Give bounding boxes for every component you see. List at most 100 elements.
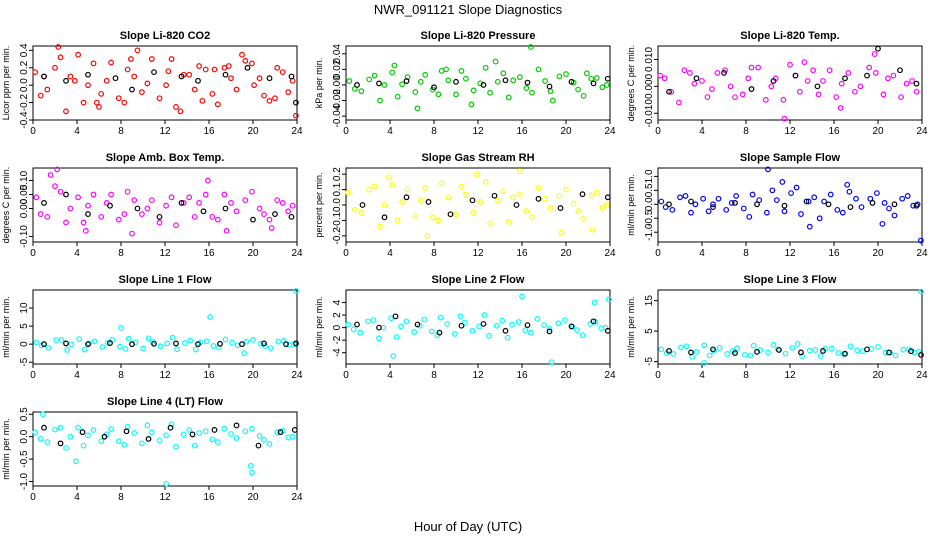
data-point (357, 329, 364, 336)
x-tick-label: 4 (699, 248, 705, 259)
reference-point (666, 201, 672, 208)
reference-point (480, 82, 487, 88)
reference-point (754, 201, 760, 208)
data-point (33, 194, 40, 201)
data-point (285, 89, 292, 96)
reference-point (222, 205, 229, 212)
reference-point (41, 424, 47, 431)
data-point (125, 335, 132, 342)
data-point (371, 72, 378, 79)
data-point (351, 206, 358, 213)
reference-point (288, 73, 295, 80)
data-point (657, 72, 664, 79)
x-tick-label: 8 (118, 492, 124, 503)
reference-point (151, 69, 157, 76)
data-point (852, 88, 858, 95)
data-point (523, 208, 530, 215)
data-point (519, 293, 525, 300)
plot-frame (657, 289, 923, 365)
data-point (204, 177, 211, 184)
x-tick-label: 24 (291, 492, 303, 503)
data-point (739, 91, 746, 98)
data-point (910, 202, 917, 209)
reference-point (381, 214, 388, 221)
chart-panel-1: Slope Li-820 Pressure 0 4 8 12 16 20 24 -0.04-0.… (314, 30, 616, 137)
y-tick-label: -0.1 (332, 211, 343, 229)
x-tick-label: 12 (472, 248, 484, 259)
data-point (762, 96, 769, 103)
reference-point (869, 200, 876, 206)
data-point (463, 75, 469, 82)
data-point (781, 115, 788, 122)
x-tick-label: 24 (604, 248, 616, 259)
data-point (817, 353, 824, 359)
data-point (588, 192, 595, 199)
data-point (844, 181, 851, 188)
reference-point (200, 208, 207, 215)
data-point (500, 70, 507, 77)
data-point (345, 321, 352, 328)
x-tick-label: 12 (159, 370, 171, 381)
x-axis-label: Hour of Day (UTC) (414, 519, 522, 534)
data-point (37, 211, 44, 217)
reference-point (693, 75, 700, 82)
data-point (80, 442, 87, 449)
reference-point (403, 78, 410, 84)
data-point (853, 195, 859, 202)
data-point (458, 68, 465, 74)
data-point (148, 429, 155, 436)
data-point (838, 80, 845, 87)
data-point (603, 202, 610, 208)
data-point (267, 345, 274, 352)
x-tick-label: 12 (472, 370, 484, 381)
panel-title: Slope Li-820 CO2 (120, 30, 210, 42)
data-point (366, 186, 373, 193)
y-tick-label: 0.05 (19, 184, 30, 204)
data-point (168, 421, 175, 428)
x-tick-label: 4 (74, 248, 80, 259)
data-point (699, 78, 705, 84)
data-point (124, 188, 131, 195)
reference-point (825, 201, 832, 208)
panel-title: Slope Line 2 Flow (432, 274, 525, 286)
data-point (82, 227, 89, 234)
data-point (191, 442, 198, 449)
y-tick-label: 1.0 (644, 169, 655, 183)
data-point (127, 56, 134, 62)
data-point (522, 327, 529, 334)
data-point (549, 97, 556, 104)
data-point (470, 209, 477, 216)
data-point (463, 191, 469, 198)
data-point (144, 422, 151, 429)
data-point (381, 202, 388, 208)
data-point (704, 94, 711, 101)
data-point (345, 189, 352, 196)
data-point (847, 343, 854, 350)
data-point (80, 99, 87, 106)
data-point (168, 194, 175, 201)
data-point (233, 435, 240, 441)
data-point (691, 80, 698, 87)
data-point (148, 56, 155, 62)
data-point (134, 47, 141, 54)
data-point (515, 319, 522, 325)
data-point (75, 51, 81, 58)
data-point (358, 209, 365, 216)
data-point (412, 212, 419, 219)
data-point (293, 112, 299, 119)
data-point (225, 63, 232, 69)
data-point (53, 337, 59, 344)
y-tick-label: 15 (644, 295, 655, 307)
data-point (104, 340, 111, 346)
reference-point (431, 84, 437, 91)
data-point (527, 44, 534, 50)
data-point (346, 78, 353, 84)
data-point (215, 344, 222, 351)
reference-point (392, 313, 399, 320)
data-point (827, 191, 834, 198)
data-point (661, 75, 668, 82)
data-point (124, 66, 131, 73)
x-tick-label: 8 (118, 126, 124, 137)
chart-panel-3: Slope Amb. Box Temp. 0 4 8 12 16 20 24 -0.10 0.00… (1, 152, 303, 259)
reference-point (535, 195, 542, 202)
